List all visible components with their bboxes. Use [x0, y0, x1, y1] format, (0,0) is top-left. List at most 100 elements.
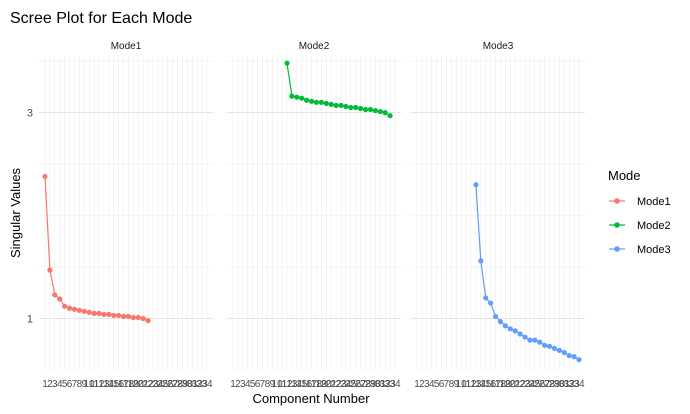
y-axis-title: Singular Values — [8, 167, 23, 258]
x-tick-label: 19 — [500, 379, 512, 390]
data-point-mode3 — [571, 354, 577, 360]
y-axis: 13 — [27, 108, 33, 326]
x-tick-label: 34 — [201, 379, 213, 390]
data-point-mode3 — [537, 339, 543, 345]
x-tick-label: 5 — [250, 379, 256, 390]
legend-marker — [614, 198, 620, 204]
data-point-mode2 — [289, 93, 295, 99]
data-point-mode3 — [492, 313, 499, 320]
data-point-mode2 — [308, 98, 315, 104]
x-tick-label: 21 — [138, 379, 150, 390]
x-tick-label: 21 — [510, 379, 522, 390]
x-axis-title: Component Number — [252, 391, 370, 406]
x-tick-label: 9 — [81, 379, 87, 390]
x-tick-label: 13 — [98, 379, 110, 390]
data-point-mode2 — [358, 105, 364, 112]
x-tick-label: 18 — [123, 379, 135, 390]
legend-label: Mode1 — [637, 196, 671, 208]
data-point-mode3 — [542, 342, 548, 348]
data-point-mode3 — [473, 182, 479, 188]
x-tick-label: 31 — [187, 379, 199, 390]
y-tick-label: 3 — [27, 108, 33, 120]
x-tick-label: 29 — [549, 379, 561, 390]
data-point-mode3 — [522, 334, 528, 340]
data-point-mode3 — [546, 343, 553, 349]
data-point-mode2 — [304, 97, 310, 103]
data-point-mode1 — [57, 296, 63, 302]
x-tick-label: 16 — [113, 379, 125, 390]
x-tick-label: 3 — [52, 379, 58, 390]
series-line-mode2 — [286, 63, 391, 117]
x-tick-label: 22 — [143, 379, 155, 390]
x-tick-label: 26 — [350, 379, 362, 390]
x-tick-label: 9 — [453, 379, 459, 390]
x-tick-label: 11 — [461, 379, 472, 390]
x-tick-label: 18 — [311, 379, 323, 390]
x-tick-label: 15 — [480, 379, 492, 390]
data-point-mode1 — [145, 317, 151, 324]
data-point-mode2 — [387, 113, 393, 119]
x-tick-label: 33 — [569, 379, 581, 390]
data-point-mode2 — [318, 99, 324, 105]
x-tick-label: 12 — [465, 379, 477, 390]
x-tick-label: 1 — [230, 379, 236, 390]
data-point-mode1 — [42, 173, 48, 180]
data-point-mode3 — [566, 352, 572, 359]
data-point-mode3 — [512, 328, 518, 334]
data-point-mode3 — [488, 300, 494, 306]
legend-key-mode1: Mode1 — [609, 196, 671, 208]
x-tick-label: 24 — [524, 379, 536, 390]
legend-title: Mode — [608, 168, 641, 183]
x-tick-label: 2 — [47, 379, 53, 390]
x-tick-label: 14 — [291, 379, 303, 390]
y-tick-label: 1 — [27, 314, 33, 326]
x-tick-label: 23 — [335, 379, 347, 390]
x-tick-label: 1 — [42, 379, 48, 390]
data-point-mode1 — [76, 307, 82, 313]
x-tick-label: 25 — [345, 379, 357, 390]
x-tick-label: 34 — [573, 379, 585, 390]
data-point-mode3 — [576, 357, 582, 363]
x-tick-label: 24 — [152, 379, 164, 390]
data-point-mode1 — [86, 309, 92, 315]
data-point-mode2 — [328, 101, 334, 107]
x-tick-label: 20 — [321, 379, 333, 390]
data-point-mode2 — [338, 102, 344, 109]
data-point-mode3 — [551, 345, 558, 351]
x-tick-label: 11 — [277, 379, 288, 390]
x-tick-label: 4 — [429, 379, 435, 390]
legend-label: Mode3 — [637, 244, 671, 256]
x-tick-label: 4 — [245, 379, 251, 390]
x-tick-label: 19 — [316, 379, 328, 390]
x-tick-label: 10 — [456, 379, 468, 390]
data-point-mode2 — [323, 100, 329, 106]
data-point-mode1 — [111, 312, 117, 319]
x-tick-label: 32 — [380, 379, 392, 390]
data-point-mode1 — [140, 315, 146, 322]
x-tick-label: 26 — [534, 379, 546, 390]
x-tick-label: 11 — [89, 379, 100, 390]
x-tick-label: 18 — [495, 379, 507, 390]
x-tick-label: 7 — [72, 379, 78, 390]
x-tick-label: 1 — [414, 379, 420, 390]
data-point-mode2 — [343, 103, 349, 110]
data-point-mode1 — [91, 310, 97, 316]
x-tick-label: 23 — [519, 379, 531, 390]
data-point-mode2 — [377, 108, 383, 115]
x-tick-label: 14 — [103, 379, 115, 390]
x-tick-label: 24 — [340, 379, 352, 390]
data-point-mode2 — [313, 99, 320, 105]
x-tick-label: 17 — [118, 379, 130, 390]
data-point-mode3 — [502, 323, 508, 329]
data-point-mode1 — [116, 312, 122, 319]
strip-label-mode1: Mode1 — [111, 41, 142, 52]
data-point-mode2 — [348, 104, 354, 111]
legend-label: Mode2 — [637, 220, 671, 232]
x-tick-label: 16 — [301, 379, 313, 390]
data-point-mode3 — [497, 319, 504, 325]
x-tick-label: 8 — [449, 379, 455, 390]
data-point-mode3 — [561, 349, 567, 356]
